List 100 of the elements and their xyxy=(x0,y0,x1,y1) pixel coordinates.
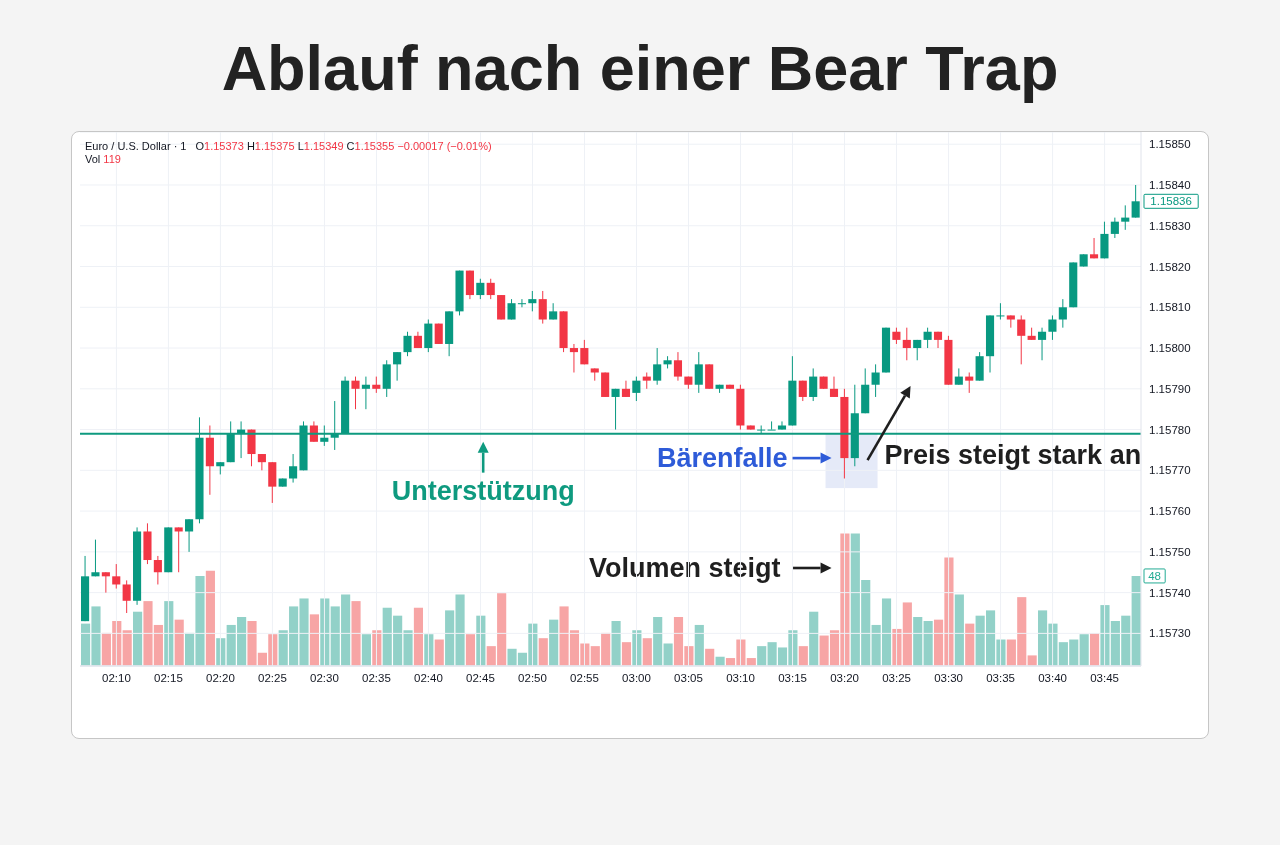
x-tick-label: 02:50 xyxy=(518,672,547,685)
x-tick-label: 02:40 xyxy=(414,672,443,685)
bar xyxy=(549,619,559,666)
bar xyxy=(1089,632,1100,666)
candlestick xyxy=(809,367,818,402)
candlestick xyxy=(621,380,631,398)
candlestick xyxy=(767,420,776,431)
candlestick xyxy=(923,327,932,349)
bar xyxy=(361,634,372,666)
candlestick xyxy=(549,302,558,321)
candlestick xyxy=(351,376,360,410)
candlestick xyxy=(611,388,620,431)
bar xyxy=(205,570,215,666)
candlestick xyxy=(403,331,412,357)
y-tick-label: 1.15790 xyxy=(1149,382,1191,395)
candlestick xyxy=(673,351,683,382)
bar xyxy=(965,623,975,666)
bar xyxy=(611,620,621,666)
candlestick xyxy=(517,298,526,308)
x-tick-label: 03:10 xyxy=(726,672,755,685)
bar xyxy=(954,594,964,666)
candlestick xyxy=(257,453,266,471)
candlestick xyxy=(91,539,100,577)
y-tick-label: 1.15760 xyxy=(1149,505,1191,518)
y-tick-label: 1.15740 xyxy=(1149,586,1191,599)
candlestick xyxy=(174,526,183,573)
candlestick xyxy=(1058,298,1067,329)
bar xyxy=(694,624,704,666)
bar xyxy=(351,601,361,666)
bar xyxy=(923,620,933,666)
x-tick-label: 02:10 xyxy=(102,672,131,685)
bar xyxy=(538,638,548,666)
y-tick-label: 1.15730 xyxy=(1149,627,1191,640)
x-tick-label: 03:25 xyxy=(882,672,911,685)
y-tick-label: 1.15840 xyxy=(1149,179,1191,192)
annotation: Euro / U.S. Dollar · 1 xyxy=(85,140,187,152)
x-tick-label: 03:15 xyxy=(778,672,807,685)
bar xyxy=(663,643,673,666)
bar xyxy=(122,630,132,666)
text: O1.15373 H1.15375 L1.15349 C1.15355 −0.00017 (−0.01%) xyxy=(195,140,492,152)
y-tick-label: 1.15750 xyxy=(1149,545,1191,558)
candlestick xyxy=(653,347,662,386)
candlestick xyxy=(361,376,370,410)
bar xyxy=(757,646,767,666)
bar xyxy=(809,611,819,666)
bar xyxy=(174,619,184,666)
candlestick xyxy=(153,555,162,585)
y-tick-label: 1.15800 xyxy=(1149,342,1191,355)
candlestick xyxy=(580,339,589,365)
x-tick-label: 02:35 xyxy=(362,672,391,685)
y-tick-label: 1.15850 xyxy=(1149,138,1191,151)
candlestick xyxy=(933,331,943,349)
candlestick xyxy=(871,363,880,398)
candlestick xyxy=(1048,314,1057,341)
x-tick-label: 03:45 xyxy=(1090,672,1119,685)
y-tick-label: 1.15780 xyxy=(1149,423,1191,436)
candlestick xyxy=(996,302,1005,321)
chart-title: Ablauf nach einer Bear Trap xyxy=(220,33,1060,103)
candlestick xyxy=(122,579,131,614)
bar xyxy=(413,607,424,666)
bar xyxy=(705,648,715,666)
bar xyxy=(133,611,143,666)
candlestick xyxy=(1017,314,1026,365)
bar xyxy=(1079,634,1089,666)
candlestick xyxy=(486,278,495,300)
bar xyxy=(913,617,923,666)
candlestick xyxy=(902,327,911,361)
y-tick-label: 1.15820 xyxy=(1149,260,1191,273)
candlestick xyxy=(507,298,516,321)
candlestick xyxy=(632,376,641,402)
candlestick xyxy=(101,571,110,594)
candlestick xyxy=(289,453,298,484)
annotation: Preis steigt stark an xyxy=(884,440,1142,471)
x-tick-label: 02:25 xyxy=(258,672,287,685)
candlestick xyxy=(185,518,194,553)
x-tick-label: 03:35 xyxy=(986,672,1015,685)
candlestick xyxy=(1110,217,1119,239)
x-tick-label: 03:00 xyxy=(622,672,651,685)
x-tick-label: 03:20 xyxy=(830,672,859,685)
text: 1.15836 xyxy=(1150,195,1192,208)
candlestick xyxy=(1121,204,1130,231)
y-tick-label: 1.15810 xyxy=(1149,301,1191,314)
x-tick-label: 02:45 xyxy=(466,672,495,685)
bar xyxy=(465,634,476,666)
annotation: Bärenfalle xyxy=(656,443,788,474)
candlestick xyxy=(112,563,121,590)
legend-label: Unterstützung xyxy=(391,475,575,506)
bar xyxy=(621,642,632,666)
x-tick-label: 03:40 xyxy=(1038,672,1067,685)
candlestick xyxy=(393,351,402,382)
candlestick xyxy=(538,290,547,325)
x-tick-label: 02:30 xyxy=(310,672,339,685)
bar xyxy=(798,646,808,666)
x-tick-label: 03:30 xyxy=(934,672,963,685)
bar xyxy=(653,617,663,666)
annotation: Vol 119 xyxy=(85,153,121,165)
x-tick-label: 03:05 xyxy=(674,672,703,685)
candlestick xyxy=(1037,327,1047,361)
candlestick xyxy=(829,376,839,398)
candlestick xyxy=(1131,184,1140,219)
